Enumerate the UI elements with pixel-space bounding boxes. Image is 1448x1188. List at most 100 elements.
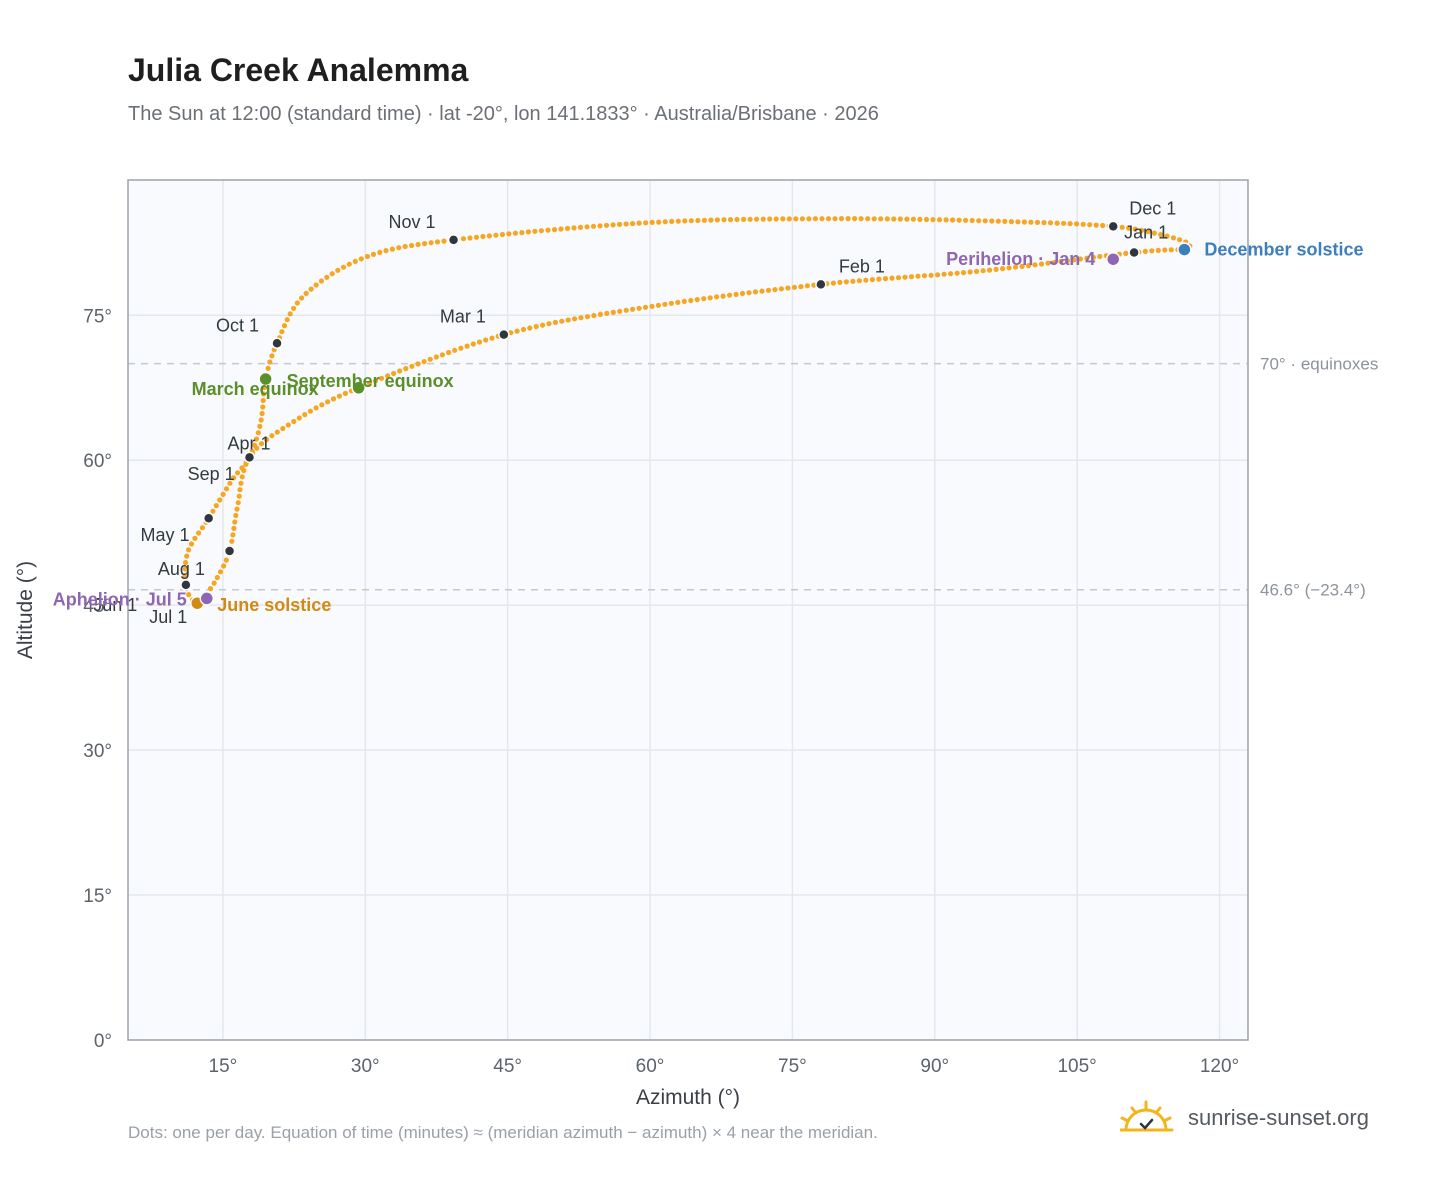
daily-sun-dot: [1126, 225, 1132, 231]
daily-sun-dot: [882, 276, 889, 282]
daily-sun-dot: [754, 216, 760, 222]
daily-sun-dot: [1093, 222, 1099, 228]
daily-sun-dot: [514, 328, 520, 334]
daily-sun-dot: [856, 278, 863, 284]
daily-sun-dot: [630, 306, 636, 312]
daily-sun-dot: [682, 218, 688, 224]
daily-sun-dot: [265, 365, 271, 371]
daily-sun-dot: [519, 230, 525, 236]
daily-sun-dot: [765, 287, 772, 293]
daily-sun-dot: [422, 241, 428, 247]
month-marker: [1128, 246, 1140, 259]
daily-sun-dot: [1155, 247, 1161, 253]
daily-sun-dot: [255, 430, 261, 436]
y-axis-title: Altitude (°): [14, 561, 37, 659]
daily-sun-dot: [264, 437, 270, 443]
daily-sun-dot: [1100, 222, 1106, 229]
daily-sun-dot: [825, 216, 832, 222]
daily-sun-dot: [688, 297, 694, 304]
brand-logo[interactable]: sunrise-sunset.org: [1120, 1100, 1369, 1136]
month-marker: [243, 451, 256, 464]
daily-sun-dot: [948, 271, 954, 277]
daily-sun-dot: [520, 326, 527, 333]
daily-sun-dot: [358, 256, 364, 262]
daily-sun-dot: [623, 221, 629, 227]
x-tick-label: 15°: [209, 1056, 238, 1077]
daily-sun-dot: [902, 274, 908, 280]
daily-sun-dot: [260, 397, 266, 404]
daily-sun-dot: [1032, 262, 1038, 268]
daily-sun-dot: [559, 318, 565, 324]
daily-sun-dot: [1000, 266, 1006, 272]
daily-sun-dot: [313, 405, 319, 411]
daily-sun-dot: [389, 246, 395, 252]
daily-sun-dot: [269, 433, 275, 439]
daily-sun-dot: [512, 230, 519, 236]
daily-sun-dot: [182, 573, 188, 579]
daily-sun-dot: [759, 288, 765, 294]
daily-sun-dot: [458, 345, 464, 351]
event-label: June solstice: [217, 595, 331, 615]
daily-sun-dot: [891, 216, 897, 222]
daily-sun-dot: [1158, 232, 1164, 238]
daily-sun-dot: [183, 559, 189, 566]
daily-sun-dot: [1097, 253, 1103, 260]
sun-logo-icon: [1120, 1100, 1174, 1132]
daily-sun-dot: [987, 267, 993, 273]
daily-sun-dot: [223, 486, 230, 492]
daily-sun-dot: [1149, 248, 1155, 254]
month-marker: [180, 579, 192, 591]
month-marker: [223, 545, 236, 557]
daily-sun-dot: [1054, 220, 1060, 226]
month-label: Apr 1: [227, 433, 270, 453]
daily-sun-dot: [291, 418, 297, 425]
daily-sun-dot: [439, 352, 445, 358]
daily-sun-dot: [668, 300, 675, 306]
daily-sun-dot: [752, 289, 759, 295]
daily-sun-dot: [936, 217, 943, 223]
month-label: Jul 1: [149, 607, 187, 627]
daily-sun-dot: [734, 216, 740, 223]
month-marker: [447, 234, 460, 246]
daily-sun-dot: [415, 241, 421, 248]
daily-sun-dot: [967, 269, 973, 275]
event-marker: [1177, 242, 1192, 257]
daily-sun-dot: [551, 227, 558, 233]
x-axis-title: Azimuth (°): [636, 1086, 740, 1109]
daily-sun-dot: [799, 216, 806, 222]
daily-sun-dot: [961, 270, 967, 276]
daily-sun-dot: [772, 287, 778, 293]
daily-sun-dot: [995, 218, 1001, 224]
daily-sun-dot: [869, 277, 876, 283]
daily-sun-dot: [943, 217, 949, 223]
daily-sun-dot: [258, 441, 265, 447]
daily-sun-dot: [258, 417, 264, 423]
daily-sun-dot: [260, 404, 266, 410]
daily-sun-dot: [285, 422, 291, 428]
daily-sun-dot: [525, 229, 532, 235]
daily-sun-dot: [279, 329, 285, 335]
reference-line-label: 46.6° (−23.4°): [1260, 581, 1366, 600]
daily-sun-dot: [694, 297, 700, 303]
daily-sun-dot: [415, 361, 421, 367]
daily-sun-dot: [804, 283, 811, 289]
month-label: Sep 1: [188, 464, 235, 484]
daily-sun-dot: [1145, 229, 1151, 235]
daily-sun-dot: [950, 217, 956, 223]
daily-sun-dot: [1008, 219, 1015, 225]
daily-sun-dot: [188, 541, 195, 547]
daily-sun-dot: [1064, 258, 1070, 264]
daily-sun-dot: [336, 393, 342, 399]
daily-sun-dot: [213, 503, 219, 509]
daily-sun-dot: [773, 216, 779, 222]
daily-sun-dot: [237, 487, 243, 493]
month-marker: [498, 328, 510, 341]
daily-sun-dot: [1168, 247, 1174, 253]
daily-sun-dot: [935, 272, 941, 278]
daily-sun-dot: [993, 266, 999, 272]
daily-sun-dot: [636, 220, 642, 226]
y-tick-label: 0°: [94, 1031, 112, 1052]
daily-sun-dot: [533, 323, 539, 330]
daily-sun-dot: [346, 261, 352, 267]
daily-sun-dot: [1170, 235, 1176, 241]
